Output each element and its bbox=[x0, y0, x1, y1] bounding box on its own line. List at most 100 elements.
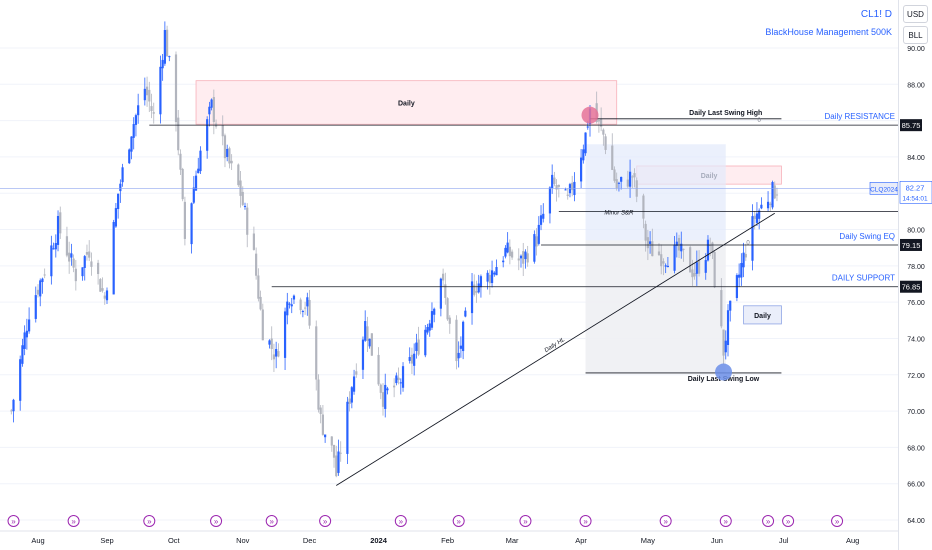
candle-body[interactable] bbox=[604, 136, 607, 150]
candle-body[interactable] bbox=[691, 269, 694, 278]
candle-body[interactable] bbox=[582, 149, 585, 161]
event-icon[interactable] bbox=[7, 515, 20, 527]
candle-body[interactable] bbox=[290, 304, 293, 307]
candle-body[interactable] bbox=[252, 233, 256, 250]
candle-body[interactable] bbox=[145, 86, 149, 96]
candle-body[interactable] bbox=[384, 384, 387, 409]
candle-body[interactable] bbox=[197, 168, 200, 174]
candle-body[interactable] bbox=[682, 248, 685, 250]
candle-body[interactable] bbox=[615, 179, 618, 189]
candle-body[interactable] bbox=[533, 234, 536, 262]
candle-body[interactable] bbox=[441, 273, 445, 281]
candle-body[interactable] bbox=[361, 339, 365, 370]
candle-body[interactable] bbox=[308, 299, 311, 326]
candle-body[interactable] bbox=[502, 260, 505, 263]
candle-body[interactable] bbox=[317, 379, 320, 410]
unit-button[interactable]: BLL bbox=[903, 26, 928, 44]
candle-body[interactable] bbox=[704, 260, 707, 273]
candle-body[interactable] bbox=[564, 189, 567, 191]
candle-body[interactable] bbox=[303, 307, 307, 309]
candle-body[interactable] bbox=[548, 187, 552, 214]
event-icon[interactable] bbox=[319, 515, 332, 527]
candle-body[interactable] bbox=[152, 112, 155, 114]
candle-body[interactable] bbox=[352, 376, 356, 392]
event-icon[interactable] bbox=[452, 515, 465, 527]
currency-button[interactable]: USD bbox=[903, 5, 928, 23]
candle-body[interactable] bbox=[677, 237, 681, 251]
candle-body[interactable] bbox=[602, 129, 605, 135]
candle-body[interactable] bbox=[477, 283, 480, 293]
candle-body[interactable] bbox=[54, 243, 57, 250]
candle-body[interactable] bbox=[657, 251, 661, 256]
candle-body[interactable] bbox=[557, 184, 560, 187]
swing-marker[interactable] bbox=[581, 106, 599, 124]
event-icon[interactable] bbox=[143, 515, 156, 527]
candle-body[interactable] bbox=[597, 120, 601, 122]
candle-body[interactable] bbox=[633, 173, 636, 178]
candle-body[interactable] bbox=[332, 444, 336, 458]
candle-body[interactable] bbox=[206, 119, 209, 151]
candle-body[interactable] bbox=[464, 310, 467, 317]
price-axis[interactable]: 85.75 79.15 76.85 82.27 14:54:01 64.00 66.00 68… bbox=[898, 0, 932, 550]
candle-body[interactable] bbox=[755, 213, 759, 223]
zone-box[interactable] bbox=[743, 305, 782, 325]
candle-body[interactable] bbox=[522, 251, 525, 264]
candle-body[interactable] bbox=[771, 182, 774, 208]
candle-body[interactable] bbox=[52, 248, 55, 250]
event-icon[interactable] bbox=[831, 515, 844, 527]
event-icon[interactable] bbox=[67, 515, 80, 527]
swing-marker[interactable] bbox=[715, 363, 733, 381]
candle-body[interactable] bbox=[283, 311, 287, 358]
candle-body[interactable] bbox=[457, 352, 460, 359]
event-icon[interactable] bbox=[394, 515, 407, 527]
candle-body[interactable] bbox=[646, 237, 649, 249]
candle-body[interactable] bbox=[143, 88, 146, 101]
candle-body[interactable] bbox=[257, 275, 260, 299]
candle-body[interactable] bbox=[401, 366, 405, 388]
candle-body[interactable] bbox=[542, 213, 545, 219]
candle-body[interactable] bbox=[68, 252, 71, 262]
candle-body[interactable] bbox=[50, 245, 53, 277]
candle-body[interactable] bbox=[74, 268, 77, 282]
candle-body[interactable] bbox=[551, 174, 554, 189]
candle-body[interactable] bbox=[399, 382, 402, 384]
candle-body[interactable] bbox=[426, 326, 429, 333]
candle-body[interactable] bbox=[490, 270, 494, 284]
candle-body[interactable] bbox=[148, 89, 151, 102]
candle-body[interactable] bbox=[168, 56, 171, 58]
candle-body[interactable] bbox=[226, 148, 229, 157]
candle-body[interactable] bbox=[773, 185, 776, 199]
candle-body[interactable] bbox=[59, 212, 62, 234]
candle-body[interactable] bbox=[261, 309, 264, 341]
candle-body[interactable] bbox=[526, 253, 529, 263]
candle-body[interactable] bbox=[600, 119, 603, 127]
candle-body[interactable] bbox=[364, 321, 367, 341]
candle-body[interactable] bbox=[130, 136, 133, 152]
candle-body[interactable] bbox=[292, 295, 296, 300]
trendline[interactable] bbox=[336, 212, 775, 486]
candle-body[interactable] bbox=[237, 164, 240, 186]
candle-body[interactable] bbox=[194, 175, 198, 191]
candle-body[interactable] bbox=[275, 349, 278, 357]
candle-body[interactable] bbox=[488, 274, 491, 284]
candle-body[interactable] bbox=[259, 296, 262, 310]
event-icon[interactable] bbox=[782, 515, 795, 527]
candle-body[interactable] bbox=[395, 375, 398, 384]
candle-body[interactable] bbox=[377, 354, 380, 385]
event-icon[interactable] bbox=[719, 515, 732, 527]
event-icon[interactable] bbox=[210, 515, 223, 527]
candle-body[interactable] bbox=[486, 272, 489, 282]
candle-body[interactable] bbox=[517, 258, 520, 261]
candle-body[interactable] bbox=[626, 179, 629, 187]
candle-body[interactable] bbox=[99, 279, 102, 292]
candle-body[interactable] bbox=[660, 254, 663, 267]
candle-body[interactable] bbox=[611, 145, 614, 170]
candle-body[interactable] bbox=[212, 97, 215, 122]
candle-body[interactable] bbox=[230, 160, 233, 164]
candle-body[interactable] bbox=[535, 236, 538, 247]
candle-body[interactable] bbox=[744, 253, 747, 258]
candle-body[interactable] bbox=[410, 354, 414, 364]
candle-body[interactable] bbox=[675, 241, 678, 246]
candle-body[interactable] bbox=[337, 451, 340, 473]
candle-body[interactable] bbox=[128, 149, 131, 164]
